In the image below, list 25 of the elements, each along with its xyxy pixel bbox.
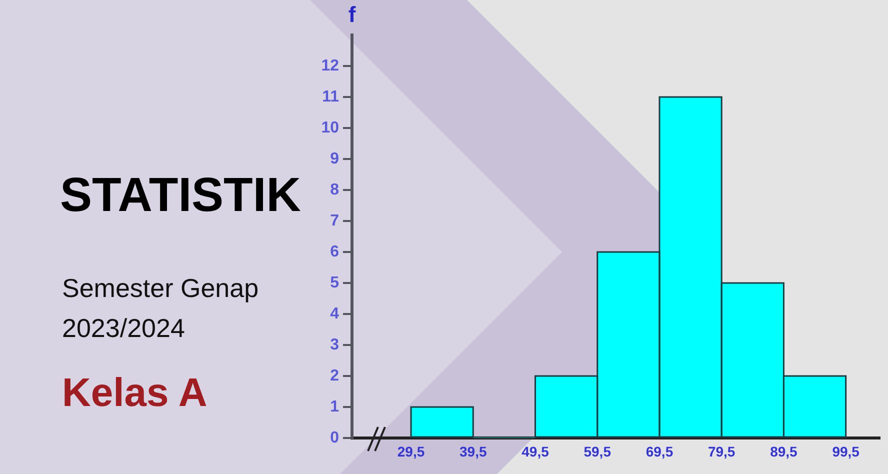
y-axis-title: f <box>348 2 356 28</box>
y-tick-label: 7 <box>330 212 340 230</box>
y-tick-label: 3 <box>330 336 340 354</box>
y-tick-label: 0 <box>330 429 340 446</box>
y-tick-label: 10 <box>321 119 340 136</box>
x-tick-label: 29,5 <box>397 443 425 460</box>
y-tick-label: 2 <box>330 367 340 384</box>
text: Semester Genap 2023/2024 <box>62 272 260 345</box>
text: Kelas A <box>62 370 208 416</box>
x-tick-label: 59,5 <box>584 443 612 460</box>
y-tick-label: 12 <box>321 57 340 74</box>
y-tick-label: 11 <box>322 88 340 106</box>
y-tick-label: 9 <box>330 150 340 168</box>
x-tick-label: 89,5 <box>770 443 798 460</box>
x-tick-label: 99,5 <box>832 443 860 460</box>
y-tick-label: 6 <box>330 243 340 260</box>
x-tick-label: 49,5 <box>522 443 550 460</box>
x-tick-label: 79,5 <box>708 443 736 460</box>
x-tick-label: 69,5 <box>646 443 674 460</box>
y-tick-label: 8 <box>330 181 340 198</box>
y-tick-label: 5 <box>330 274 340 292</box>
text: STATISTIK <box>60 169 301 222</box>
y-tick-label: 1 <box>330 398 340 416</box>
y-tick-label: 4 <box>330 305 340 322</box>
x-tick-label: 39,5 <box>460 443 487 460</box>
